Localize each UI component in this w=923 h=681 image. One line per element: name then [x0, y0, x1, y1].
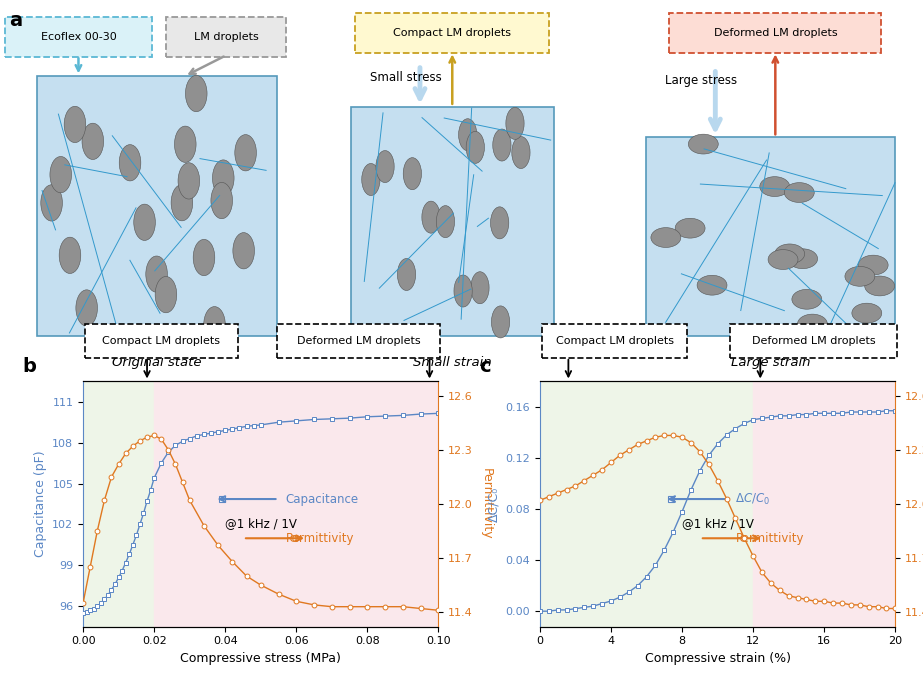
Ellipse shape: [797, 314, 827, 334]
Ellipse shape: [422, 201, 440, 233]
Text: Large stress: Large stress: [665, 74, 737, 87]
Ellipse shape: [865, 276, 894, 296]
Text: Deformed LM droplets: Deformed LM droplets: [713, 29, 837, 38]
Ellipse shape: [437, 206, 454, 238]
Y-axis label: ΔC/C₀: ΔC/C₀: [487, 486, 500, 522]
Ellipse shape: [155, 276, 176, 313]
Ellipse shape: [493, 129, 511, 161]
Text: @1 kHz / 1V: @1 kHz / 1V: [682, 517, 754, 530]
Ellipse shape: [459, 118, 477, 151]
Ellipse shape: [212, 160, 234, 196]
Ellipse shape: [858, 255, 888, 275]
Text: c: c: [480, 358, 491, 377]
Ellipse shape: [845, 266, 875, 286]
X-axis label: Compressive stress (MPa): Compressive stress (MPa): [180, 652, 342, 665]
Text: Deformed LM droplets: Deformed LM droplets: [296, 336, 420, 346]
Ellipse shape: [376, 151, 394, 183]
Ellipse shape: [454, 275, 473, 307]
Bar: [37, 76, 277, 336]
Bar: [753, 381, 895, 627]
Bar: [83, 381, 154, 627]
Text: Small strain: Small strain: [413, 355, 492, 369]
Text: Original state: Original state: [113, 355, 201, 369]
FancyBboxPatch shape: [730, 323, 897, 358]
Text: Capacitance: Capacitance: [285, 492, 359, 505]
Ellipse shape: [689, 134, 718, 154]
Text: Permittivity: Permittivity: [285, 532, 354, 545]
Text: Permittivity: Permittivity: [736, 532, 804, 545]
FancyBboxPatch shape: [85, 323, 237, 358]
Ellipse shape: [59, 237, 81, 274]
Ellipse shape: [119, 144, 141, 181]
FancyBboxPatch shape: [166, 17, 286, 57]
Ellipse shape: [506, 108, 524, 140]
Ellipse shape: [193, 240, 215, 276]
Text: Compact LM droplets: Compact LM droplets: [102, 336, 221, 346]
Ellipse shape: [204, 306, 225, 343]
Ellipse shape: [466, 131, 485, 163]
FancyBboxPatch shape: [5, 17, 152, 57]
X-axis label: Compressive strain (%): Compressive strain (%): [644, 652, 791, 665]
Ellipse shape: [471, 272, 489, 304]
Ellipse shape: [403, 158, 422, 190]
Text: b: b: [23, 358, 37, 377]
Ellipse shape: [186, 76, 207, 112]
Ellipse shape: [234, 135, 257, 171]
Ellipse shape: [146, 256, 167, 292]
Ellipse shape: [171, 185, 193, 221]
Ellipse shape: [76, 290, 98, 326]
Ellipse shape: [41, 185, 63, 221]
Ellipse shape: [82, 123, 103, 159]
Ellipse shape: [675, 219, 705, 238]
Ellipse shape: [697, 275, 727, 295]
Ellipse shape: [651, 227, 681, 247]
Y-axis label: Permittivity: Permittivity: [479, 468, 492, 540]
Bar: [646, 138, 895, 336]
Ellipse shape: [490, 207, 509, 239]
Ellipse shape: [852, 303, 881, 323]
Ellipse shape: [787, 249, 818, 268]
Ellipse shape: [760, 176, 790, 197]
Text: Compact LM droplets: Compact LM droplets: [556, 336, 674, 346]
Text: Small stress: Small stress: [370, 71, 442, 84]
FancyBboxPatch shape: [542, 323, 688, 358]
Text: Large strain: Large strain: [731, 355, 810, 369]
Ellipse shape: [362, 163, 380, 195]
Ellipse shape: [785, 183, 814, 202]
Ellipse shape: [174, 126, 196, 162]
Ellipse shape: [511, 136, 530, 169]
Bar: [540, 381, 753, 627]
FancyBboxPatch shape: [277, 323, 440, 358]
Ellipse shape: [774, 244, 805, 264]
Text: a: a: [9, 12, 22, 31]
Text: Ecoflex 00-30: Ecoflex 00-30: [41, 32, 116, 42]
FancyBboxPatch shape: [355, 14, 549, 53]
Text: @1 kHz / 1V: @1 kHz / 1V: [225, 517, 297, 530]
Text: $\Delta C/C_0$: $\Delta C/C_0$: [736, 492, 771, 507]
Ellipse shape: [65, 106, 86, 142]
Ellipse shape: [233, 233, 255, 269]
Ellipse shape: [134, 204, 155, 240]
Ellipse shape: [792, 289, 821, 309]
Bar: [154, 381, 438, 627]
Text: Compact LM droplets: Compact LM droplets: [393, 29, 511, 38]
Bar: [351, 107, 554, 336]
Ellipse shape: [50, 157, 71, 193]
Y-axis label: Capacitance (pF): Capacitance (pF): [33, 451, 47, 557]
Ellipse shape: [178, 163, 199, 199]
Text: Deformed LM droplets: Deformed LM droplets: [751, 336, 875, 346]
FancyBboxPatch shape: [669, 14, 881, 53]
Ellipse shape: [768, 250, 798, 270]
Ellipse shape: [398, 259, 415, 291]
Text: LM droplets: LM droplets: [194, 32, 258, 42]
Ellipse shape: [211, 183, 233, 219]
Ellipse shape: [491, 306, 509, 338]
